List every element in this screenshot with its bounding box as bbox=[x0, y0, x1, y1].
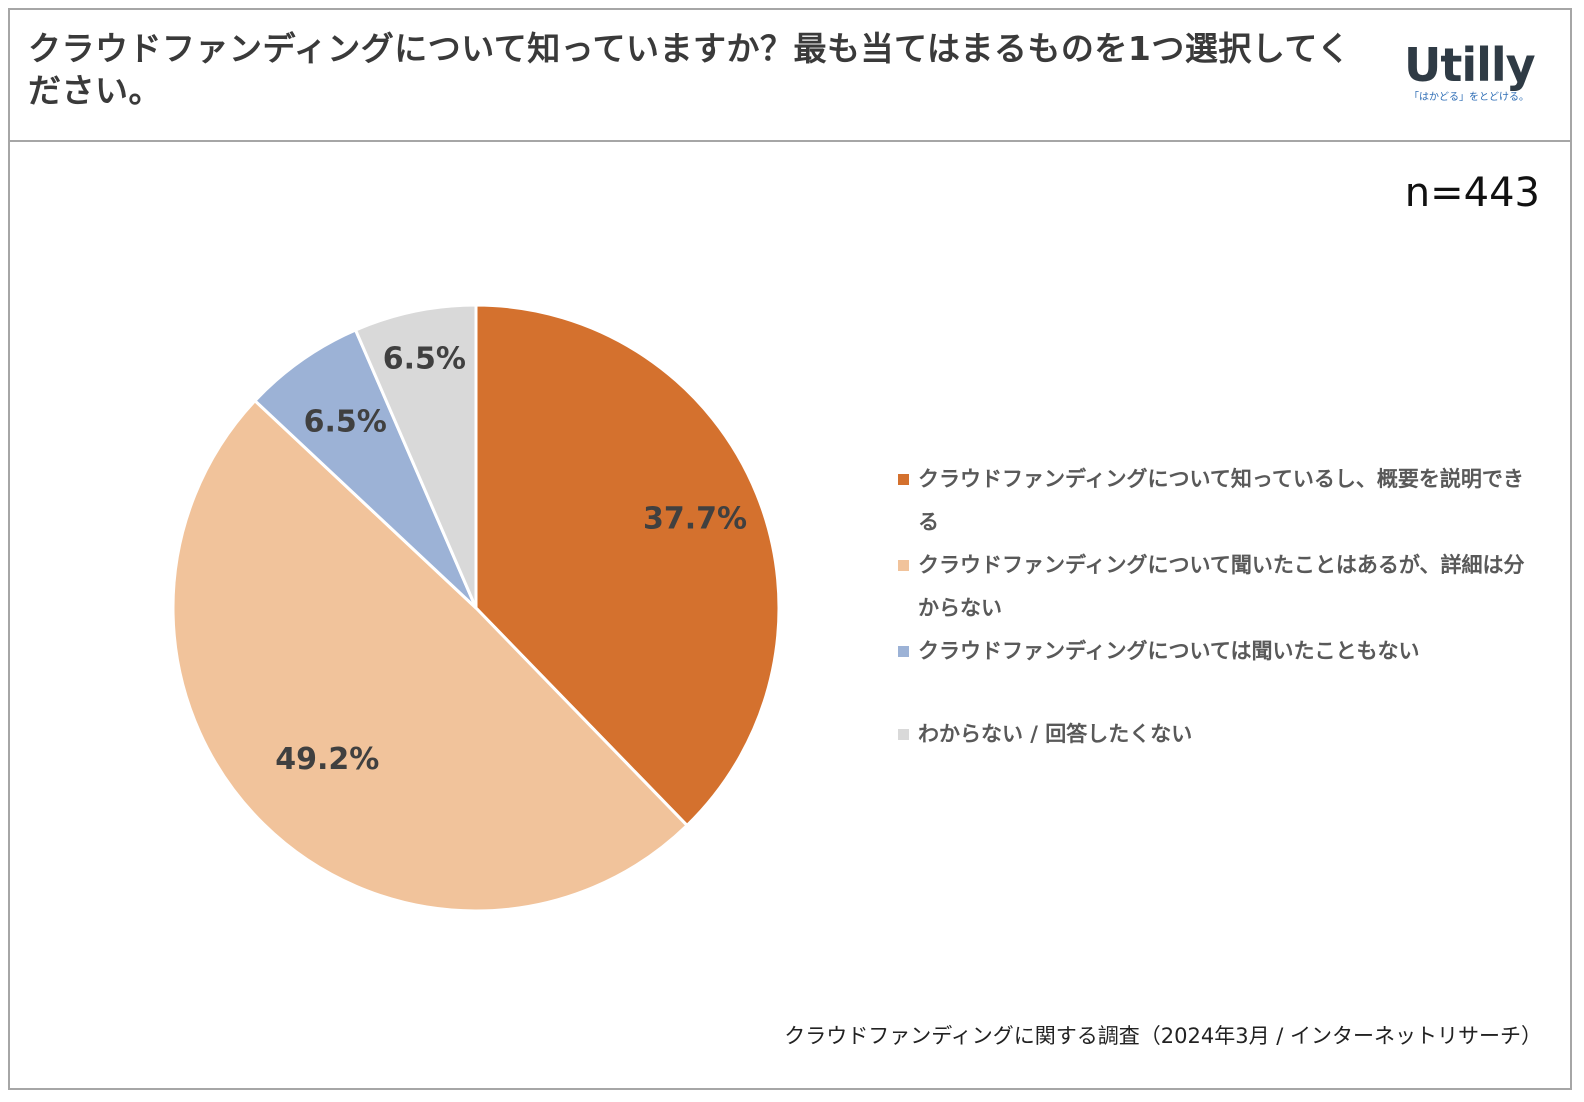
chart-legend: クラウドファンディングについて知っているし、概要を説明できる クラウドファンディ… bbox=[898, 458, 1538, 756]
legend-swatch-never-heard bbox=[898, 646, 909, 657]
legend-label-knows: クラウドファンディングについて知っているし、概要を説明できる bbox=[918, 467, 1524, 534]
source-note: クラウドファンディングに関する調査（2024年3月 / インターネットリサーチ） bbox=[784, 1024, 1542, 1048]
legend-label-never-heard: クラウドファンディングについては聞いたこともない bbox=[918, 639, 1420, 663]
legend-label-no-answer: わからない / 回答したくない bbox=[918, 722, 1193, 746]
legend-item-never-heard: クラウドファンディングについては聞いたこともない bbox=[898, 630, 1538, 673]
legend-item-knows: クラウドファンディングについて知っているし、概要を説明できる bbox=[898, 458, 1538, 544]
legend-swatch-heard bbox=[898, 560, 909, 571]
legend-label-heard: クラウドファンディングについて聞いたことはあるが、詳細は分からない bbox=[918, 553, 1525, 620]
pie-slice-knows bbox=[474, 303, 781, 827]
pie-chart: 37.7% 49.2% 6.5% 6.5% bbox=[171, 303, 781, 913]
pie-label-never-heard: 6.5% bbox=[304, 405, 387, 440]
pie-label-no-answer: 6.5% bbox=[383, 341, 466, 376]
legend-item-heard: クラウドファンディングについて聞いたことはあるが、詳細は分からない bbox=[898, 544, 1538, 630]
pie-data-labels: 37.7% 49.2% 6.5% 6.5% bbox=[275, 341, 747, 776]
pie-slice-heard bbox=[171, 399, 689, 913]
legend-item-no-answer: わからない / 回答したくない bbox=[898, 713, 1538, 756]
pie-slices bbox=[171, 303, 781, 913]
pie-slice-no-answer bbox=[354, 303, 478, 610]
pie-label-heard: 49.2% bbox=[275, 742, 379, 777]
page-title: クラウドファンディングについて知っていますか？最も当てはまるものを1つ選択してく… bbox=[28, 29, 1351, 110]
logo-wordmark: Utilly bbox=[1404, 38, 1536, 92]
pie-slice-never-heard bbox=[253, 328, 478, 610]
logo-tagline: 「はかどる」をとどける。 bbox=[1409, 92, 1529, 103]
chart-frame: クラウドファンディングについて知っていますか？最も当てはまるものを1つ選択してく… bbox=[8, 8, 1572, 1090]
header: クラウドファンディングについて知っていますか？最も当てはまるものを1つ選択してく… bbox=[10, 10, 1570, 142]
pie-label-knows: 37.7% bbox=[643, 502, 747, 537]
legend-swatch-no-answer bbox=[898, 729, 909, 740]
utilly-logo: Utilly 「はかどる」をとどける。 bbox=[1404, 38, 1536, 120]
sample-size-label: n=443 bbox=[1404, 170, 1540, 216]
legend-swatch-knows bbox=[898, 474, 909, 485]
